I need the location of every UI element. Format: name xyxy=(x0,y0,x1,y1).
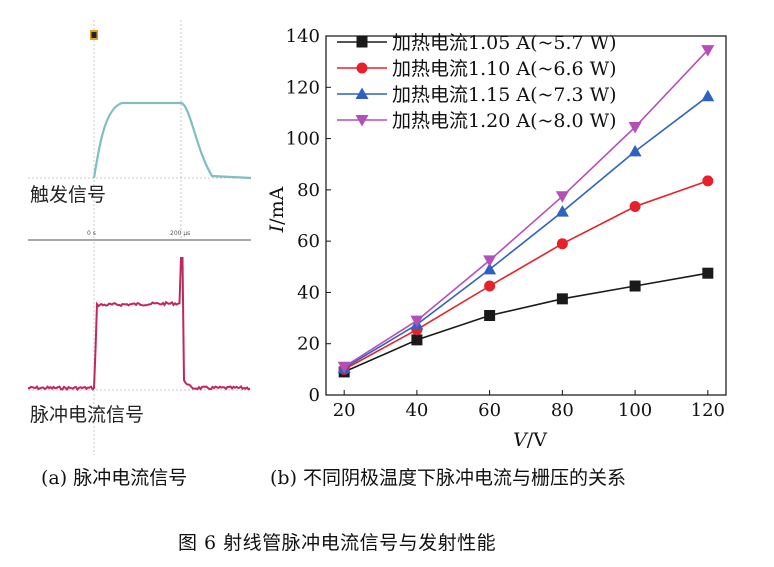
y-tick-label: 100 xyxy=(286,129,320,150)
series-layer xyxy=(337,45,715,378)
legend-entry: 加热电流1.05 A(~5.7 W) xyxy=(337,32,617,54)
panel-a-caption: (a) 脉冲电流信号 xyxy=(41,467,188,489)
x-tick-label: 100 xyxy=(618,400,652,421)
trigger-signal-label: 触发信号 xyxy=(30,184,107,206)
series-line xyxy=(343,180,709,371)
legend-marker xyxy=(355,115,369,127)
data-point xyxy=(629,280,641,292)
data-point xyxy=(628,122,642,134)
data-point xyxy=(702,267,714,279)
line-chart: 加热电流1.05 A(~5.7 W) 加热电流1.10 A(~6.6 W) 加热电流… xyxy=(266,26,727,451)
data-point xyxy=(556,293,568,305)
y-tick-label: 60 xyxy=(297,231,320,252)
y-axis-title: I/mA xyxy=(266,186,288,233)
x-tick-label: 20 xyxy=(333,400,356,421)
data-point xyxy=(701,45,715,57)
legend-label: 加热电流1.10 A(~6.6 W) xyxy=(392,58,617,80)
legend-entry: 加热电流1.15 A(~7.3 W) xyxy=(337,84,617,106)
x-tick-label: 40 xyxy=(405,400,428,421)
y-tick-label: 120 xyxy=(286,77,320,98)
series-line xyxy=(343,95,709,369)
time-end-label: 200 µs xyxy=(170,230,191,237)
data-point xyxy=(484,310,496,322)
legend-label: 加热电流1.05 A(~5.7 W) xyxy=(392,32,617,54)
data-point xyxy=(702,175,714,187)
y-tick-label: 80 xyxy=(297,180,320,201)
pulse-signal-label: 脉冲电流信号 xyxy=(30,404,145,426)
data-point xyxy=(484,280,496,292)
plot-frame xyxy=(325,35,727,396)
y-tick-label: 140 xyxy=(286,26,320,47)
legend: 加热电流1.05 A(~5.7 W) 加热电流1.10 A(~6.6 W) 加热电流… xyxy=(337,32,617,132)
data-point xyxy=(629,201,641,213)
x-tick-label: 80 xyxy=(551,400,574,421)
legend-entry: 加热电流1.10 A(~6.6 W) xyxy=(337,58,617,80)
figure-caption: 图 6 射线管脉冲电流信号与发射性能 xyxy=(178,532,497,554)
y-tick-label: 20 xyxy=(297,334,320,355)
scope-background xyxy=(28,0,251,455)
trigger-marker-icon xyxy=(90,30,98,40)
y-tick-label: 40 xyxy=(297,282,320,303)
series-2 xyxy=(338,175,714,375)
tick-labels: 0 20 40 60 80 100 120 140 20 40 60 80 100 120 V/V I/mA xyxy=(266,26,725,451)
legend-label: 加热电流1.15 A(~7.3 W) xyxy=(392,84,617,106)
series-3 xyxy=(337,89,715,374)
pulse-current-trace xyxy=(27,257,251,392)
legend-marker xyxy=(355,87,369,99)
legend-marker xyxy=(356,62,368,74)
series-4 xyxy=(337,45,715,374)
trigger-trace xyxy=(92,101,252,180)
legend-marker xyxy=(356,36,368,48)
data-point xyxy=(483,255,497,267)
data-point xyxy=(628,144,642,157)
data-point xyxy=(411,334,423,346)
data-point xyxy=(555,191,569,203)
x-axis-title: V/V xyxy=(513,429,547,451)
chart-axes xyxy=(325,35,727,396)
data-point xyxy=(337,361,351,374)
series-line xyxy=(343,272,708,373)
series-line xyxy=(343,49,709,368)
legend-entry: 加热电流1.20 A(~8.0 W) xyxy=(337,110,617,132)
legend-label: 加热电流1.20 A(~8.0 W) xyxy=(392,110,617,132)
x-tick-label: 120 xyxy=(691,400,725,421)
data-point xyxy=(556,238,568,250)
data-point xyxy=(701,89,715,102)
data-point xyxy=(555,205,569,217)
time-zero-label: 0 s xyxy=(87,230,96,237)
panel-b-caption: (b) 不同阴极温度下脉冲电流与栅压的关系 xyxy=(270,467,627,489)
oscilloscope-panel xyxy=(27,0,252,455)
y-tick-label: 0 xyxy=(309,385,320,406)
series-1 xyxy=(338,267,714,378)
data-point xyxy=(410,315,424,328)
data-point xyxy=(483,262,497,275)
x-tick-label: 60 xyxy=(478,400,501,421)
